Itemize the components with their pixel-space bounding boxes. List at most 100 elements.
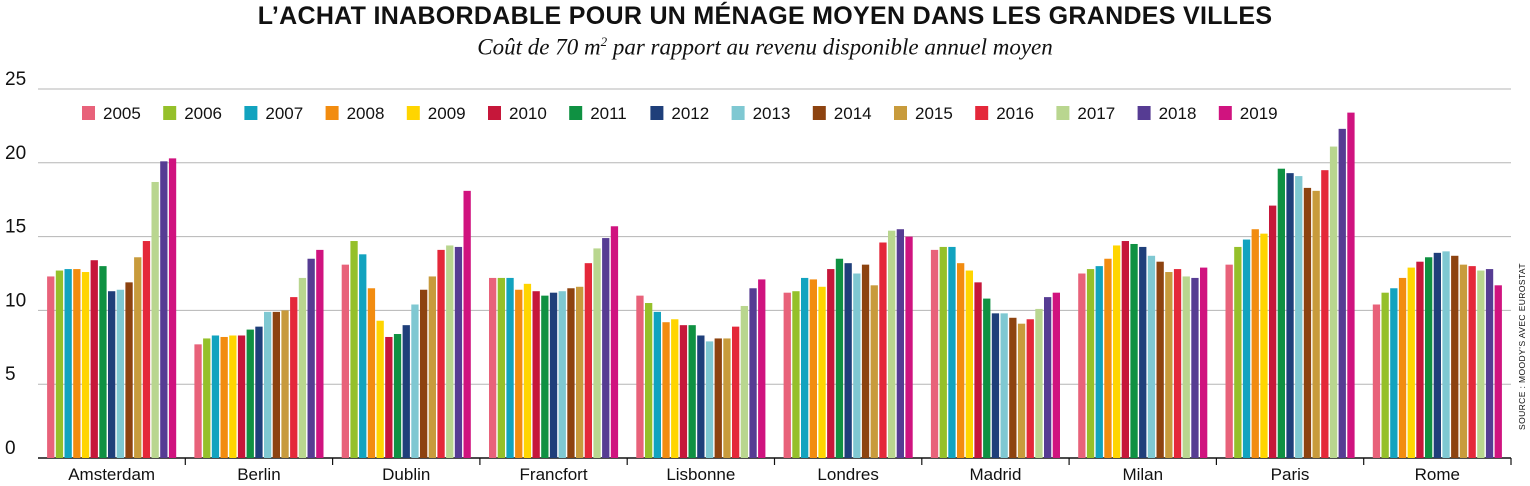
bar (255, 326, 263, 458)
y-tick-label: 25 (5, 69, 26, 90)
legend-label: 2008 (347, 104, 385, 123)
bar (194, 344, 202, 458)
bar (272, 311, 280, 458)
bar (1381, 292, 1389, 458)
bar (497, 277, 505, 458)
bar (108, 291, 116, 458)
bar (307, 258, 315, 458)
bar (870, 285, 878, 458)
bar (402, 325, 410, 458)
y-tick-label: 0 (5, 438, 16, 459)
bar (740, 305, 748, 458)
legend-swatch (731, 106, 745, 120)
legend-label: 2017 (1077, 104, 1115, 123)
bar (1329, 146, 1338, 458)
category-label: Dublin (382, 465, 430, 484)
bar (506, 277, 514, 458)
bar (645, 303, 653, 458)
bar (246, 329, 254, 458)
bar (125, 282, 133, 458)
legend-swatch (244, 106, 258, 120)
bar (1052, 292, 1060, 458)
bar (853, 273, 861, 458)
bar (697, 335, 705, 458)
bar (64, 269, 72, 458)
bar (1295, 176, 1303, 459)
bar (662, 322, 670, 458)
bar (749, 288, 757, 458)
bar (549, 292, 558, 458)
y-tick-label: 5 (5, 364, 16, 385)
legend-label: 2018 (1159, 104, 1197, 123)
legend-swatch (1137, 106, 1151, 120)
legend-label: 2013 (753, 104, 791, 123)
legend-label: 2012 (671, 104, 709, 123)
bar (896, 229, 904, 458)
bar (983, 298, 991, 458)
bar (636, 295, 644, 458)
legend-label: 2007 (265, 104, 303, 123)
bar (1000, 313, 1008, 458)
chart-title: L’ACHAT INABORDABLE POUR UN MÉNAGE MOYEN… (257, 2, 1273, 30)
bar (489, 277, 497, 458)
bar (376, 320, 384, 458)
bar (211, 335, 220, 458)
subtitle-superscript: 2 (600, 34, 608, 49)
legend-swatch (894, 106, 907, 120)
bar (1433, 252, 1441, 458)
bar (1182, 276, 1190, 458)
bar (99, 266, 107, 458)
bar (1242, 239, 1251, 458)
bar (298, 277, 307, 458)
bar (437, 249, 445, 458)
bar (905, 236, 913, 458)
bar (1485, 269, 1494, 458)
bar (446, 245, 454, 458)
bar (532, 291, 540, 458)
bar (593, 248, 601, 458)
legend-label: 2015 (915, 104, 953, 123)
bar (454, 246, 463, 458)
bar (965, 270, 973, 458)
legend-swatch (82, 106, 95, 120)
bar (420, 289, 428, 458)
bar (939, 246, 947, 458)
bar (1277, 168, 1285, 459)
legend-label: 2009 (428, 104, 466, 123)
bar (1026, 319, 1034, 458)
category-label: Londres (817, 465, 878, 484)
bar (653, 311, 661, 458)
bar (1286, 173, 1294, 458)
bar (73, 269, 81, 458)
bar (134, 257, 142, 458)
bar (818, 286, 826, 458)
bar (385, 336, 393, 458)
bar (367, 288, 376, 458)
bar (393, 334, 402, 458)
chart-subtitle: Coût de 70 m2 par rapport au revenu disp… (0, 34, 1530, 61)
bar (705, 341, 714, 458)
bar (671, 319, 679, 458)
bar (801, 277, 809, 458)
bar (541, 295, 549, 458)
source-note: SOURCE : MOODY’S AVEC EUROSTAT (1517, 263, 1527, 430)
bar (515, 289, 523, 458)
bar (576, 286, 584, 458)
bar (758, 279, 766, 458)
bar (1234, 246, 1242, 458)
legend-swatch (1056, 106, 1070, 120)
legend-swatch (975, 106, 989, 120)
bar (567, 288, 575, 458)
bar (1200, 267, 1208, 458)
bar (341, 264, 349, 458)
bar (723, 338, 731, 458)
bar (948, 246, 956, 458)
bar (1372, 304, 1381, 458)
bar (264, 311, 272, 458)
bar (1390, 288, 1398, 458)
legend-swatch (650, 106, 664, 120)
bar (1416, 261, 1424, 458)
legend-label: 2019 (1240, 104, 1278, 123)
bar (237, 335, 246, 458)
